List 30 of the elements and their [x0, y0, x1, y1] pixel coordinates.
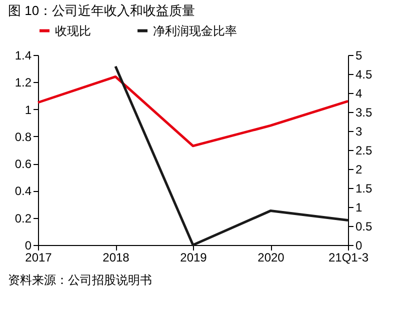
y2-tick-label: 1 [356, 200, 362, 214]
y2-tick-label: 2.5 [356, 144, 373, 158]
y-tick-label: 0.4 [14, 184, 32, 198]
y2-tick-label: 4.5 [356, 68, 373, 82]
y2-tick-label: 1.5 [356, 182, 373, 196]
y-tick-label: 0.2 [14, 211, 32, 226]
y2-tick-label: 0.5 [356, 220, 373, 234]
y-tick-label: 1 [24, 102, 32, 117]
y2-tick-label: 5 [356, 48, 362, 62]
line-series [36, 75, 350, 148]
y2-tick-label: 3 [356, 124, 362, 138]
y-tick-label: 0.6 [14, 157, 32, 172]
chart-title: 图 10：公司近年收入和收益质量 [8, 3, 196, 18]
text: 资料来源：公司招股说明书 [8, 273, 152, 287]
y2-tick-label: 4 [356, 86, 362, 100]
legend-label: 净利润现金比率 [153, 24, 237, 38]
x-tick-label: 2019 [180, 250, 208, 264]
y-tick-label: 0 [24, 238, 32, 252]
y-tick-label: 1.4 [14, 48, 32, 62]
x-tick-label: 2018 [102, 250, 130, 264]
y2-tick-label: 0 [356, 238, 362, 252]
x-tick-label: 2017 [25, 250, 52, 264]
legend-label: 收现比 [55, 24, 91, 38]
x-tick-label: 21Q1-3 [328, 250, 369, 264]
y-tick-label: 0.8 [14, 130, 32, 144]
y2-tick-label: 3.5 [356, 106, 373, 120]
line-series [114, 65, 350, 246]
x-tick-label: 2020 [258, 250, 285, 264]
y2-tick-label: 2 [356, 162, 362, 176]
y-tick-label: 1.2 [14, 76, 32, 90]
